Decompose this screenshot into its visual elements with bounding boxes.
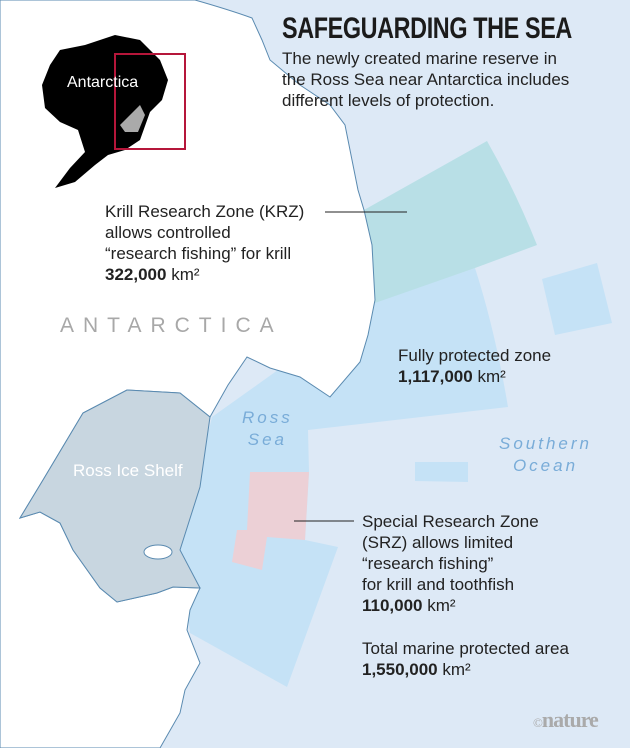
ross-sea-line: Ross bbox=[242, 408, 293, 427]
subtitle-line: the Ross Sea near Antarctica includes bbox=[282, 70, 570, 89]
krill-research-zone bbox=[364, 141, 537, 303]
page-title: SAFEGUARDING THE SEA bbox=[282, 12, 572, 45]
krz-unit: km² bbox=[171, 265, 200, 284]
inset-label: Antarctica bbox=[67, 74, 139, 91]
krz-annotation: Krill Research Zone (KRZ) allows control… bbox=[105, 201, 304, 285]
krz-line: allows controlled bbox=[105, 223, 231, 242]
ice-shelf-island bbox=[143, 544, 173, 560]
ice-shelf-label: Ross Ice Shelf bbox=[73, 461, 183, 480]
special-research-zone bbox=[232, 472, 309, 570]
krz-area: 322,000 bbox=[105, 265, 167, 284]
fully-protected-zone bbox=[180, 268, 508, 687]
ross-sea-label: Ross Sea bbox=[242, 407, 293, 451]
total-line: Total marine protected area bbox=[362, 639, 569, 658]
srz-line: for krill and toothfish bbox=[362, 575, 515, 594]
credit-name: nature bbox=[541, 707, 599, 732]
continent-label: ANTARCTICA bbox=[60, 314, 283, 337]
fully-protected-area: 1,117,000 bbox=[398, 367, 473, 386]
srz-line: Special Research Zone bbox=[362, 512, 539, 531]
srz-line: “research fishing” bbox=[362, 554, 494, 573]
subtitle-line: different levels of protection. bbox=[282, 91, 495, 110]
srz-unit: km² bbox=[427, 596, 456, 615]
nature-logo: ©nature bbox=[533, 707, 599, 733]
srz-annotation: Special Research Zone (SRZ) allows limit… bbox=[362, 511, 539, 616]
total-unit: km² bbox=[442, 660, 471, 679]
subtitle-line: The newly created marine reserve in bbox=[282, 49, 557, 68]
subtitle: The newly created marine reserve in the … bbox=[282, 48, 569, 111]
inset-antarctica-land bbox=[42, 35, 168, 188]
fully-protected-annotation: Fully protected zone 1,117,000 km² bbox=[398, 345, 551, 387]
inset-highlight-box bbox=[114, 53, 186, 150]
southern-ocean-line: Southern bbox=[499, 434, 592, 453]
krz-line: “research fishing” for krill bbox=[105, 244, 292, 263]
fully-protected-unit: km² bbox=[477, 367, 506, 386]
inset-ice-shelf bbox=[120, 105, 145, 132]
copyright-symbol: © bbox=[533, 715, 543, 730]
krz-line: Krill Research Zone (KRZ) bbox=[105, 202, 305, 221]
fully-protected-zone-patch-east bbox=[542, 263, 612, 335]
southern-ocean-line: Ocean bbox=[512, 456, 579, 475]
southern-ocean-label: Southern Ocean bbox=[499, 433, 592, 477]
fully-protected-line: Fully protected zone bbox=[398, 346, 552, 365]
total-area: 1,550,000 bbox=[362, 660, 438, 679]
fully-protected-zone-patch-small bbox=[415, 462, 468, 482]
total-annotation: Total marine protected area 1,550,000 km… bbox=[362, 638, 569, 680]
srz-line: (SRZ) allows limited bbox=[362, 533, 514, 552]
srz-area: 110,000 bbox=[362, 596, 423, 615]
ross-sea-line: Sea bbox=[247, 430, 287, 449]
